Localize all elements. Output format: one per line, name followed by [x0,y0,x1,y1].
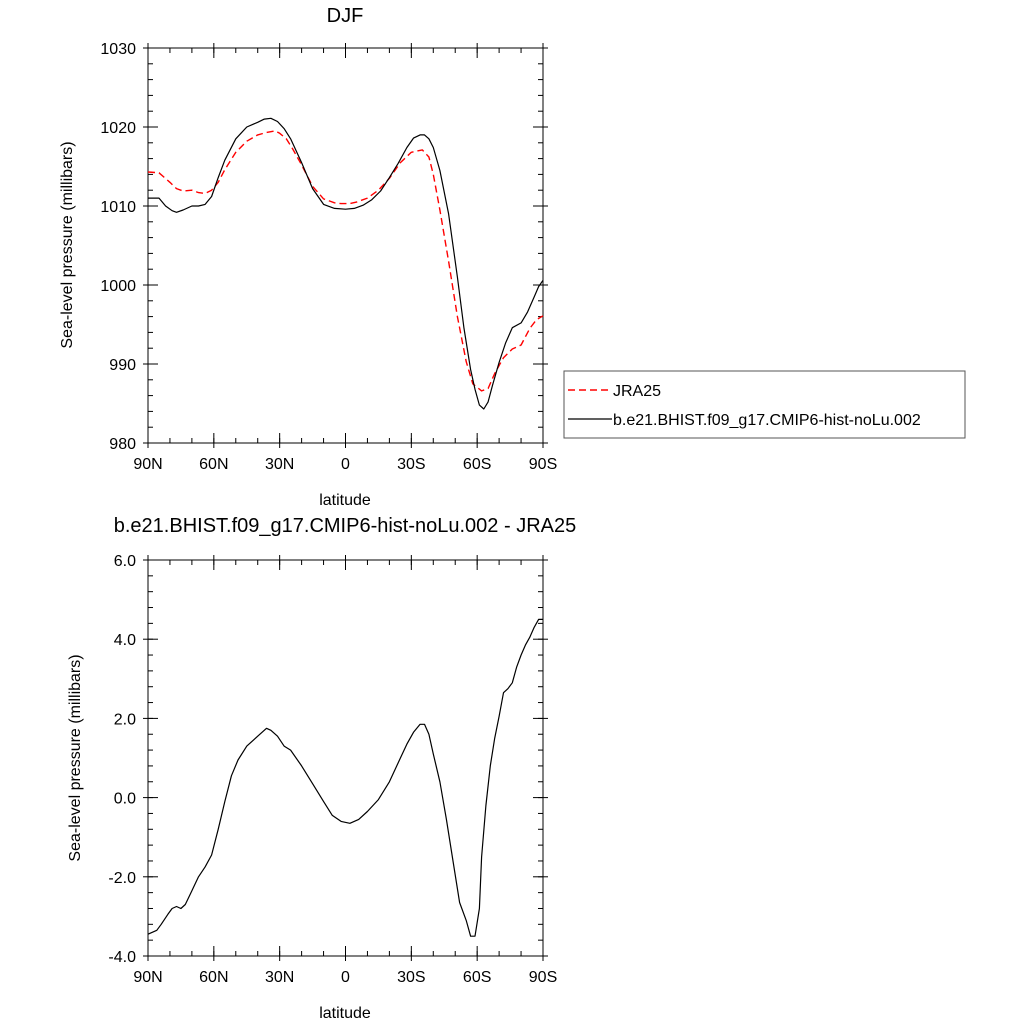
x-tick-label: 90N [133,969,162,986]
series-line-jra25 [147,130,544,392]
y-tick-label: -2.0 [108,870,136,887]
y-tick-label: 4.0 [114,632,136,649]
top-series-lines [147,117,544,410]
y-tick-label: 0.0 [114,791,136,808]
legend-label-model: b.e21.BHIST.f09_g17.CMIP6-hist-noLu.002 [613,412,921,429]
y-tick-label: -4.0 [108,949,136,966]
bottom-plot-frame [147,559,544,957]
y-tick-label: 2.0 [114,711,136,728]
x-tick-label: 0 [341,456,350,473]
x-tick-label: 60N [199,456,228,473]
x-tick-label: 90S [529,456,557,473]
x-tick-label: 60S [463,456,491,473]
y-tick-label: 1010 [100,199,136,216]
series-line-b-e21-bhist-f09-g17-cmip6-hist-nolu-002 [148,117,544,410]
legend-box [563,370,966,439]
bottom-axis-ticks: 90N 60N 30N 0 30S 60S 90S -4.0 -2.0 0.0 2.0 4.0 6.0 [108,553,557,986]
y-tick-label: 980 [109,436,136,453]
x-tick-label: 30S [397,969,425,986]
x-tick-label: 30N [265,969,294,986]
legend-label-jra25: JRA25 [613,383,661,400]
top-axis-ticks: 90N 60N 30N 0 30S 60S 90S 980 990 1000 1010 1020 103… [100,41,557,473]
x-tick-label: 0 [341,969,350,986]
y-tick-label: 990 [109,357,136,374]
y-tick-label: 6.0 [114,553,136,570]
bottom-x-axis-title: latitude [319,1005,371,1022]
y-tick-label: 1020 [100,120,136,137]
x-tick-label: 30N [265,456,294,473]
top-plot-frame [147,47,544,444]
top-chart-title: DJF [327,5,364,27]
y-tick-label: 1000 [100,278,136,295]
x-tick-label: 90N [133,456,162,473]
x-tick-label: 30S [397,456,425,473]
x-tick-label: 60S [463,969,491,986]
bottom-chart-title: b.e21.BHIST.f09_g17.CMIP6-hist-noLu.002 … [114,515,576,537]
top-y-axis-title: Sea-level pressure (millibars) [59,141,76,348]
top-x-axis-title: latitude [319,492,371,509]
series-line-difference [147,618,543,937]
bottom-series-lines [147,618,543,937]
x-tick-label: 90S [529,969,557,986]
bottom-panel-difference: b.e21.BHIST.f09_g17.CMIP6-hist-noLu.002 … [67,515,576,1022]
top-legend: JRA25 b.e21.BHIST.f09_g17.CMIP6-hist-noL… [563,370,966,439]
y-tick-label: 1030 [100,41,136,58]
top-panel-djf: DJF 90N 60N 30N 0 30S 60S 90S 980 990 1000 1010 102… [59,5,557,509]
x-tick-label: 60N [199,969,228,986]
bottom-y-axis-title: Sea-level pressure (millibars) [67,654,84,861]
